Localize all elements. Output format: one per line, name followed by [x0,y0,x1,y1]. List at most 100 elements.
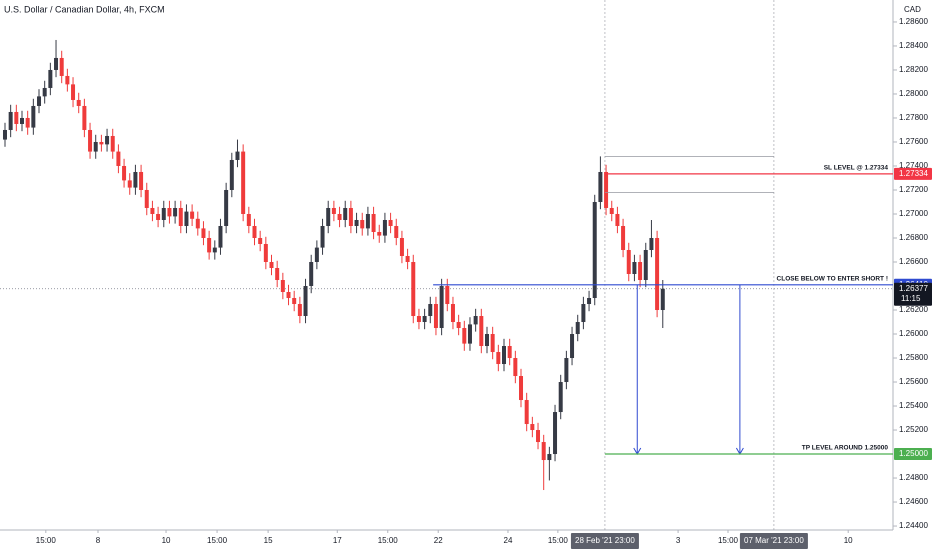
crosshair-label: 28 Feb '21 23:00 [575,536,635,545]
chart-title: U.S. Dollar / Canadian Dollar, 4h, FXCM [4,4,165,14]
candle-body [54,57,59,70]
candle-body [201,228,206,238]
y-tick-label: 1.26600 [899,257,928,266]
candle-body [575,322,580,335]
candle-body [632,261,637,275]
candle-body [190,211,195,219]
candle-body [252,225,257,238]
countdown-label: 11:15 [901,294,921,303]
candle-body [655,237,660,311]
level-label: SL LEVEL @ 1.27334 [824,165,889,172]
candle-body [25,117,30,128]
candle-body [14,111,19,124]
candle-body [439,286,444,329]
candle-body [524,400,529,425]
candle-body [394,225,399,238]
y-tick-label: 1.27200 [899,185,928,194]
candle-body [133,171,138,188]
y-tick-label: 1.28000 [899,89,928,98]
y-tick-label: 1.24800 [899,473,928,482]
x-tick-label: 10 [844,536,853,545]
candle-body [71,84,76,100]
candle-body [473,316,478,325]
candle-body [337,213,342,220]
candle-body [547,454,552,461]
candle-body [156,213,161,220]
price-badge [894,448,932,461]
candle-body [99,141,104,145]
y-tick-label: 1.26200 [899,305,928,314]
candle-body [445,286,450,305]
candle-body [365,213,370,229]
y-tick-label: 1.26800 [899,233,928,242]
candle-body [42,87,47,97]
candle-body [615,213,620,226]
candle-body [105,135,110,145]
x-tick-label: 15:00 [36,536,57,545]
candle-body [422,316,427,323]
candle-body [8,111,13,130]
x-tick-label: 15:00 [718,536,739,545]
candle-body [286,292,291,299]
candle-body [388,219,393,226]
candle-body [297,304,302,317]
candle-body [501,346,506,365]
candle-body [490,334,495,353]
candle-body [212,247,217,253]
candle-body [144,189,149,208]
candle-body [20,117,25,124]
candle-body [235,151,240,160]
candle-body [246,213,251,226]
candle-body [241,151,246,214]
candle-body [82,105,87,130]
y-tick-label: 1.27800 [899,113,928,122]
candle-body [450,304,455,323]
candle-body [331,207,336,214]
candle-body [269,261,274,269]
candle-body [150,207,155,214]
candle-body [173,207,178,217]
candle-body [326,207,331,226]
candle-body [59,57,64,76]
candle-body [314,247,319,262]
candle-body [2,129,7,140]
candle-body [348,207,353,226]
candle-body [224,189,229,226]
y-tick-label: 1.27000 [899,209,928,218]
price-badge-label: 1.27334 [899,169,928,178]
candle-body [570,334,575,359]
y-tick-label: 1.28600 [899,17,928,26]
candle-body [31,105,36,128]
x-tick-label: 8 [96,536,101,545]
candle-body [167,207,172,217]
candle-body [184,211,189,226]
candle-body [377,231,382,236]
candle-body [110,135,115,152]
x-tick-label: 22 [434,536,443,545]
x-tick-label: 15:00 [378,536,399,545]
candle-body [587,298,592,305]
candle-body [343,207,348,220]
candle-body [399,237,404,256]
candle-body [507,346,512,359]
crosshair-label: 07 Mar '21 23:00 [744,536,804,545]
candle-body [303,286,308,317]
crosshair-badge [570,533,639,549]
candle-body [127,180,132,188]
candle-body [382,219,387,236]
candle-body [275,268,280,281]
candle-body [558,382,563,413]
candle-body [354,219,359,226]
candle-body [484,334,489,347]
candle-body [116,151,121,166]
candle-body [456,322,461,329]
candle-body [649,237,654,250]
x-tick-label: 3 [676,536,681,545]
candle-body [229,159,234,190]
x-tick-label: 15:00 [207,536,228,545]
y-tick-label: 1.25600 [899,377,928,386]
candle-body [553,412,558,455]
x-tick-label: 15:00 [548,536,569,545]
last-price-label: 1.26377 [899,284,928,293]
